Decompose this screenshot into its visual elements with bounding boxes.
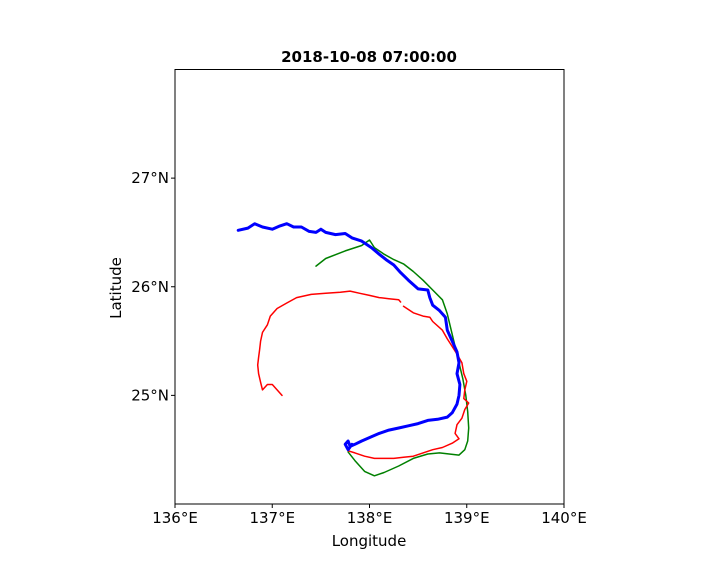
track-lines — [236, 222, 470, 477]
y-axis-ticks: 25°N 26°N 27°N — [131, 169, 175, 404]
y-axis-label: Latitude — [107, 257, 125, 319]
x-tick-label: 136°E — [152, 509, 198, 527]
x-tick-label: 140°E — [541, 509, 587, 527]
track-line-1 — [315, 239, 470, 477]
x-tick-label: 137°E — [249, 509, 295, 527]
y-tick-label: 25°N — [131, 386, 169, 404]
y-tick-label: 27°N — [131, 169, 169, 187]
x-axis-ticks: 136°E 137°E 138°E 139°E 140°E — [152, 504, 587, 527]
track-line-4 — [236, 222, 462, 452]
y-tick-label: 26°N — [131, 278, 169, 296]
track-line-3 — [347, 305, 470, 460]
chart-title: 2018-10-08 07:00:00 — [281, 48, 457, 66]
track-line-2 — [256, 290, 402, 397]
x-tick-label: 139°E — [444, 509, 490, 527]
x-axis-label: Longitude — [332, 532, 407, 550]
x-tick-label: 138°E — [347, 509, 393, 527]
